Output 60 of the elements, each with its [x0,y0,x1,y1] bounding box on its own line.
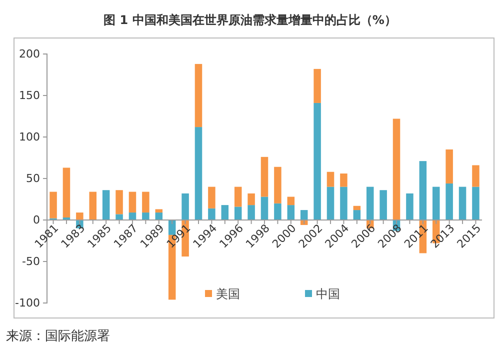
bar [89,192,97,220]
bar [314,68,321,103]
y-tick-label: 50 [26,172,40,186]
bar [300,210,308,220]
bar [50,192,57,218]
bar [234,206,242,220]
bar [142,192,150,213]
bar [194,127,202,220]
bar [116,190,123,214]
bar [287,196,295,206]
chart-title: 图 1 中国和美国在世界原油需求量增量中的占比（%） [104,13,396,27]
bar [76,212,84,220]
bar [274,203,282,220]
bar [128,212,136,220]
bar [155,209,163,213]
bar [116,214,123,220]
bar [194,64,202,128]
bar [248,205,255,220]
bar [458,186,466,220]
y-tick-label: 150 [19,89,40,102]
source-note: 来源：国际能源署 [6,329,110,344]
bar [353,210,361,220]
bar [446,183,453,220]
bar [314,102,321,220]
bar [340,174,348,187]
legend-label: 美国 [216,287,240,301]
y-tick-label: -50 [22,255,40,268]
bar [419,161,427,220]
bar [392,118,400,220]
bar [326,172,334,187]
bar [366,186,374,220]
bar [406,193,414,220]
bar [287,205,295,220]
bar [208,186,216,208]
bar [260,156,268,197]
y-tick-label: 0 [33,214,40,227]
bar [102,190,110,220]
bar [472,165,480,187]
bar [248,193,255,206]
y-tick-label: 200 [19,48,40,61]
bar [472,186,480,220]
bar [182,193,189,220]
bar [221,205,229,220]
bar [155,212,163,220]
bar [353,206,361,210]
bar [326,186,334,220]
bar [62,168,70,218]
bar [432,186,440,220]
legend-label: 中国 [316,287,340,301]
y-tick-label: 100 [19,130,40,144]
bar [260,196,268,220]
bar [234,186,242,207]
bar [380,190,387,220]
y-tick-label: -100 [15,296,40,310]
bar [340,186,348,220]
bar [142,212,150,220]
bar [446,149,453,184]
bar [208,208,216,220]
bar [128,192,136,213]
bar [274,166,282,204]
